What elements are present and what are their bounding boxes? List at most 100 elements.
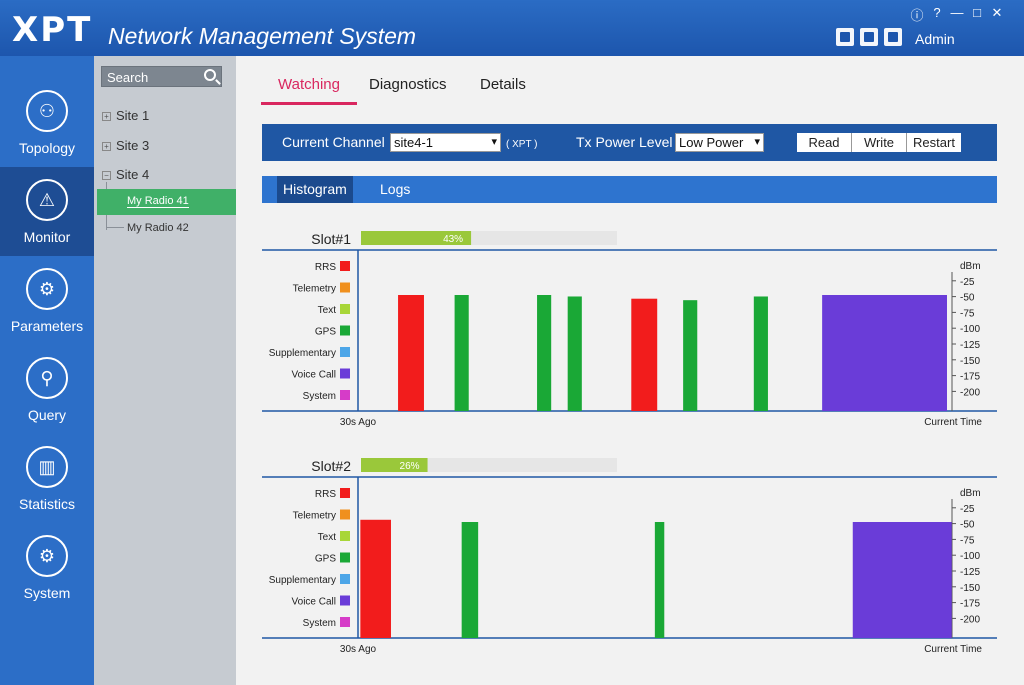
x-label-end: Current Time: [924, 644, 982, 655]
monitor-icon: ⚠: [26, 179, 68, 221]
restart-button[interactable]: Restart: [906, 133, 961, 152]
subtab-logs[interactable]: Logs: [380, 181, 411, 197]
legend-telemetry: Telemetry: [293, 284, 336, 295]
channel-select[interactable]: site4-1: [390, 133, 501, 152]
nav-label: Topology: [18, 140, 76, 156]
legend-swatch-gps: [340, 325, 350, 336]
tree-radio-label: My Radio 41: [127, 195, 189, 208]
nav-monitor[interactable]: ⚠ Monitor: [0, 167, 94, 256]
bar-rrs: [631, 298, 658, 411]
power-value: Low Power: [679, 135, 744, 150]
main-nav: ⚇ Topology ⚠ Monitor ⚙ Parameters ⚲ Quer…: [0, 56, 94, 685]
bar-gps: [567, 296, 582, 411]
close-icon[interactable]: ✕: [991, 5, 1003, 20]
y-tick-label: -75: [960, 308, 975, 319]
legend-voice-call: Voice Call: [292, 370, 336, 381]
query-icon: ⚲: [26, 357, 68, 399]
nav-system[interactable]: ⚙ System: [0, 523, 94, 612]
y-tick-label: -25: [960, 277, 975, 288]
header-toolbar: [836, 28, 902, 46]
search-input[interactable]: Search: [101, 66, 222, 87]
slot-title: Slot#2: [311, 458, 351, 474]
app-title: Network Management System: [108, 23, 417, 49]
y-tick-label: -125: [960, 567, 980, 578]
tree-site-label: Site 3: [116, 138, 150, 153]
legend-text: Text: [318, 532, 337, 543]
power-select[interactable]: Low Power: [675, 133, 764, 152]
tab-diagnostics[interactable]: Diagnostics: [369, 76, 447, 93]
y-tick-label: -100: [960, 551, 980, 562]
usage-label: 26%: [400, 461, 420, 472]
nav-label: Parameters: [10, 318, 84, 334]
y-tick-label: -75: [960, 535, 975, 546]
legend-swatch-text: [340, 304, 350, 314]
legend-rrs: RRS: [315, 489, 336, 500]
power-label: Tx Power Level: [576, 134, 673, 150]
y-tick-label: -50: [960, 520, 975, 531]
tab-watching[interactable]: Watching: [278, 76, 340, 93]
collapse-icon[interactable]: −: [102, 171, 111, 180]
legend-swatch-supplementary: [340, 347, 350, 357]
tree-site[interactable]: − Site 4: [102, 167, 149, 182]
legend-supplementary: Supplementary: [269, 575, 336, 586]
info-icon[interactable]: ⓘ: [910, 8, 924, 23]
channel-toolbar: Current Channel site4-1 ( XPT ) Tx Power…: [262, 124, 997, 161]
bar-voice-call: [852, 522, 952, 638]
legend-swatch-voice-call: [340, 368, 350, 379]
usage-label: 43%: [443, 234, 463, 245]
bar-voice-call: [822, 295, 947, 411]
parameters-icon: ⚙: [26, 268, 68, 310]
tree-site[interactable]: + Site 3: [102, 138, 149, 153]
tree-site[interactable]: + Site 1: [102, 108, 149, 123]
search-placeholder: Search: [107, 70, 149, 85]
legend-system: System: [303, 618, 336, 629]
legend-swatch-system: [340, 617, 350, 627]
system-icon: ⚙: [26, 535, 68, 577]
x-label-start: 30s Ago: [340, 417, 377, 428]
bar-rrs: [360, 519, 391, 638]
bar-gps: [683, 300, 698, 411]
x-label-start: 30s Ago: [340, 644, 377, 655]
device-icon[interactable]: [836, 28, 854, 46]
x-label-end: Current Time: [924, 417, 982, 428]
subtab-histogram[interactable]: Histogram: [277, 176, 353, 203]
expand-icon[interactable]: +: [102, 142, 111, 151]
nav-label: Statistics: [18, 496, 75, 512]
help-icon[interactable]: ?: [933, 5, 941, 20]
read-button[interactable]: Read: [808, 135, 840, 150]
legend-supplementary: Supplementary: [269, 348, 336, 359]
nav-query[interactable]: ⚲ Query: [0, 345, 94, 434]
y-tick-label: -125: [960, 340, 980, 351]
tree-radio-selected[interactable]: My Radio 41: [97, 189, 236, 215]
y-tick-label: -100: [960, 324, 980, 335]
main-content: Watching Diagnostics Details Current Cha…: [236, 56, 1024, 685]
legend-swatch-voice-call: [340, 595, 350, 606]
tab-details[interactable]: Details: [480, 76, 526, 93]
bar-gps: [654, 522, 665, 638]
maximize-icon[interactable]: □: [973, 5, 981, 20]
y-tick-label: -175: [960, 599, 980, 610]
user-name[interactable]: Admin: [915, 31, 955, 47]
export-icon[interactable]: [860, 28, 878, 46]
y-tick-label: dBm: [960, 488, 981, 499]
write-button[interactable]: Write: [851, 133, 906, 152]
y-tick-label: -175: [960, 372, 980, 383]
y-tick-label: dBm: [960, 261, 981, 272]
tree-radio[interactable]: My Radio 42: [127, 222, 189, 234]
expand-icon[interactable]: +: [102, 112, 111, 121]
site-tree: Search + Site 1 + Site 3 − Site 4 My Radio …: [94, 56, 236, 685]
legend-rrs: RRS: [315, 262, 336, 273]
tree-site-label: Site 1: [116, 108, 150, 123]
user-icon[interactable]: [884, 28, 902, 46]
tree-connector: [106, 227, 124, 228]
nav-topology[interactable]: ⚇ Topology: [0, 78, 94, 167]
search-icon[interactable]: [204, 69, 216, 81]
usage-bar: [361, 231, 472, 245]
minimize-icon[interactable]: —: [950, 5, 964, 20]
legend-swatch-rrs: [340, 488, 350, 498]
y-tick-label: -200: [960, 614, 980, 625]
nav-parameters[interactable]: ⚙ Parameters: [0, 256, 94, 345]
legend-swatch-supplementary: [340, 574, 350, 584]
nav-statistics[interactable]: ▥ Statistics: [0, 434, 94, 523]
y-tick-label: -200: [960, 387, 980, 398]
